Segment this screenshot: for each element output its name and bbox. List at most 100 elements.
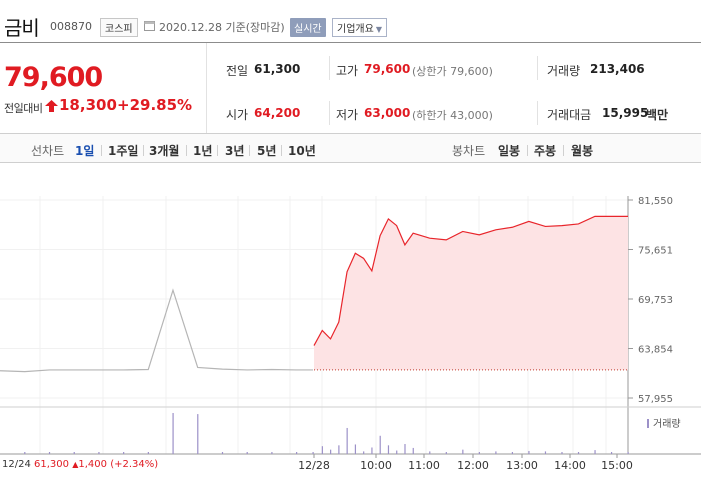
volume-bar: [354, 444, 357, 454]
low-label: 저가: [336, 108, 359, 122]
x-tick-label: 12:00: [457, 459, 489, 472]
stock-chart[interactable]: 81,550 75,651 69,753 63,854 57,955 거래량 12/28 10…: [0, 163, 701, 495]
base-date: 2020.12.28 기준(장마감): [159, 21, 285, 34]
y-tick-label: 57,955: [638, 394, 673, 405]
amount-value: 15,995: [602, 106, 649, 120]
volume-bar: [429, 451, 431, 454]
volume-bar: [528, 450, 530, 454]
volume-bar: [462, 449, 464, 454]
volume-bar: [321, 446, 323, 454]
hover-change-pct: (+2.34%): [110, 459, 159, 470]
volume-bar: [338, 445, 340, 454]
volume-bar: [404, 444, 406, 454]
series-line-today: [313, 215, 628, 346]
high-label: 고가: [336, 64, 359, 78]
period-1y[interactable]: 1년: [193, 144, 213, 158]
stock-name: 금비: [4, 16, 40, 40]
stat-divider: [329, 56, 330, 80]
period-1d[interactable]: 1일: [75, 144, 95, 158]
toolbar-sep: [101, 145, 102, 156]
volume-bar: [73, 452, 75, 454]
chevron-down-icon: ▼: [375, 25, 382, 34]
candle-daily[interactable]: 일봉: [498, 144, 521, 158]
y-tick-label: 75,651: [638, 246, 673, 257]
volume-bar: [312, 452, 314, 454]
line-chart-label: 선차트: [31, 144, 65, 158]
volume-legend-swatch: [647, 419, 649, 428]
volume-bar: [221, 452, 224, 454]
change-label: 전일대비: [4, 102, 43, 115]
volume-bar: [197, 414, 199, 454]
live-button[interactable]: 실시간: [290, 18, 326, 37]
company-info-label: 기업개요: [337, 24, 374, 35]
header-divider: [0, 42, 701, 43]
change-percent: +29.85%: [117, 96, 193, 114]
period-3m[interactable]: 3개월: [149, 144, 180, 158]
volume-bar: [478, 452, 480, 454]
amount-unit: 백만: [646, 108, 669, 122]
volume-bar: [48, 452, 51, 454]
upper-limit: (상한가 79,600): [412, 65, 493, 78]
calendar-icon: [144, 21, 155, 31]
period-1w[interactable]: 1주일: [108, 144, 139, 158]
volume-bar: [371, 447, 373, 454]
stat-divider: [537, 101, 538, 125]
candle-monthly[interactable]: 월봉: [571, 144, 594, 158]
volume-bar: [610, 452, 613, 454]
up-triangle-icon: ▲: [72, 460, 79, 469]
candle-chart-label: 봉차트: [452, 144, 486, 158]
volume-bar: [387, 445, 390, 454]
period-5y[interactable]: 5년: [257, 144, 277, 158]
volume-label: 거래량: [547, 64, 581, 78]
volume-bar: [412, 447, 414, 454]
volume-bar: [577, 452, 580, 454]
volume-bar: [627, 452, 629, 454]
stat-divider: [329, 101, 330, 125]
volume-bar: [296, 452, 298, 454]
volume-bar: [594, 450, 596, 454]
toolbar-sep: [186, 145, 187, 156]
x-tick-label: 15:00: [601, 459, 633, 472]
panel-divider: [206, 43, 207, 133]
hover-date: 12/24: [2, 459, 31, 470]
y-tick-label: 81,550: [638, 196, 673, 207]
volume-bar: [396, 450, 398, 454]
y-tick-label: 63,854: [638, 345, 673, 356]
current-price: 79,600: [4, 62, 103, 93]
up-arrow-icon: [45, 100, 58, 112]
series-line-prev-day: [0, 288, 313, 373]
amount-label: 거래대금: [547, 108, 592, 122]
y-tick-label: 69,753: [638, 295, 673, 306]
volume-bar: [544, 451, 547, 454]
change-value: 18,300: [59, 96, 117, 114]
volume-value: 213,406: [590, 62, 645, 76]
x-tick-label: 12/28: [298, 459, 330, 472]
open-value: 64,200: [254, 106, 301, 120]
volume-bar: [511, 452, 514, 454]
x-tick-label: 13:00: [506, 459, 538, 472]
company-info-dropdown[interactable]: 기업개요 ▼: [332, 18, 387, 37]
volume-bar: [271, 452, 273, 454]
chart-toolbar: [0, 133, 701, 163]
hover-change: 1,400: [78, 459, 107, 470]
volume-bar: [98, 452, 100, 454]
stat-divider: [537, 56, 538, 80]
stock-code: 008870: [50, 20, 92, 33]
volume-legend: 거래량: [653, 418, 681, 430]
volume-bar: [330, 449, 332, 454]
volume-bar: [495, 451, 497, 454]
period-3y[interactable]: 3년: [225, 144, 245, 158]
x-tick-label: 11:00: [408, 459, 440, 472]
volume-bar: [346, 427, 348, 454]
toolbar-sep: [527, 145, 528, 156]
volume-bar: [172, 413, 174, 454]
x-tick-label: 14:00: [554, 459, 586, 472]
period-10y[interactable]: 10년: [288, 144, 316, 158]
volume-bar: [363, 451, 365, 454]
high-value: 79,600: [364, 62, 411, 76]
volume-bar: [445, 452, 447, 454]
toolbar-sep: [217, 145, 218, 156]
toolbar-sep: [281, 145, 282, 156]
toolbar-sep: [249, 145, 250, 156]
candle-weekly[interactable]: 주봉: [534, 144, 557, 158]
